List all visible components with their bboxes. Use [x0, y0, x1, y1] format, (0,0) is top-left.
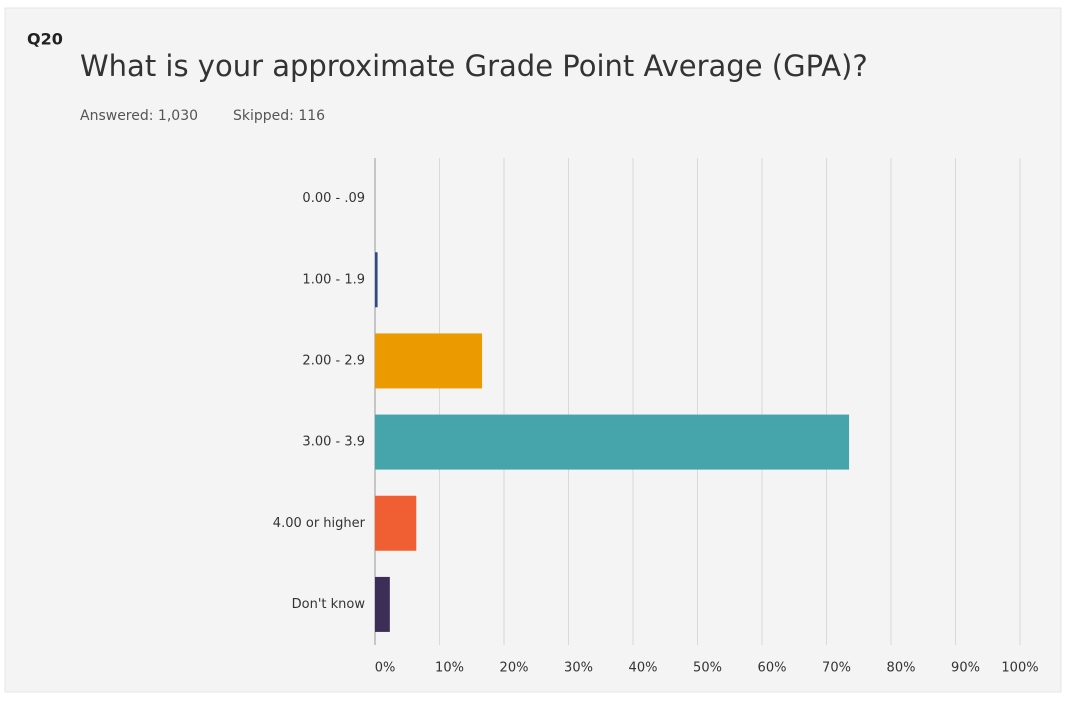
panel	[4, 7, 1062, 693]
answered: Answered: 1,030	[80, 108, 198, 124]
y-tick-label: 0.00 - .09	[302, 191, 365, 206]
x-tick-label: 60%	[758, 661, 787, 676]
bar	[375, 576, 390, 632]
x-tick-label: 50%	[693, 661, 722, 676]
bar	[375, 414, 850, 470]
x-tick-label: 30%	[564, 661, 593, 676]
bar	[375, 333, 483, 389]
x-tick-label: 80%	[887, 661, 916, 676]
x-tick-label: 0%	[375, 661, 396, 676]
chart-title: What is your approximate Grade Point Ave…	[80, 49, 868, 83]
x-tick-label: 10%	[435, 661, 464, 676]
x-tick-label: 100%	[1001, 661, 1038, 676]
y-tick-label: Don't know	[292, 597, 366, 612]
question-number: Q20	[27, 30, 63, 49]
x-tick-label: 90%	[951, 661, 980, 676]
x-tick-label: 20%	[500, 661, 529, 676]
y-tick-label: 4.00 or higher	[273, 516, 366, 531]
y-tick-label: 3.00 - 3.9	[302, 435, 365, 450]
x-tick-label: 70%	[822, 661, 851, 676]
y-tick-label: 2.00 - 2.9	[302, 353, 365, 368]
skipped: Skipped: 116	[233, 108, 325, 124]
bar	[375, 495, 417, 551]
y-tick-label: 1.00 - 1.9	[302, 272, 365, 287]
bar	[375, 252, 378, 308]
x-tick-label: 40%	[629, 661, 658, 676]
